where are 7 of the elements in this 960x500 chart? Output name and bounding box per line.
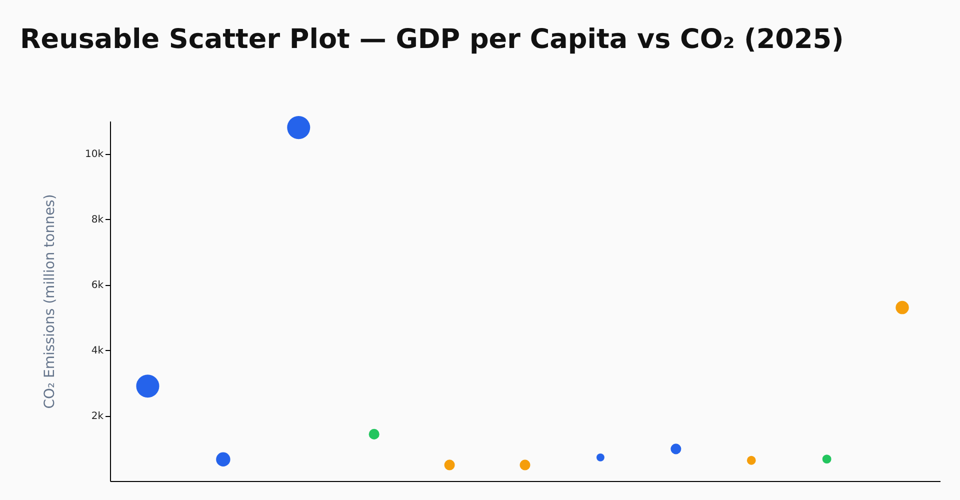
y-axis-title: CO₂ Emissions (million tonnes) [42, 194, 58, 409]
chart-title: Reusable Scatter Plot — GDP per Capita vs CO₂ (2025) [20, 24, 844, 56]
y-tick-label: 2k [91, 411, 104, 422]
y-tick-label: 6k [91, 280, 104, 292]
y-tick-label: 10k [84, 149, 104, 160]
y-tick-label: 8k [91, 214, 104, 226]
y-tick-label: 4k [91, 346, 104, 357]
